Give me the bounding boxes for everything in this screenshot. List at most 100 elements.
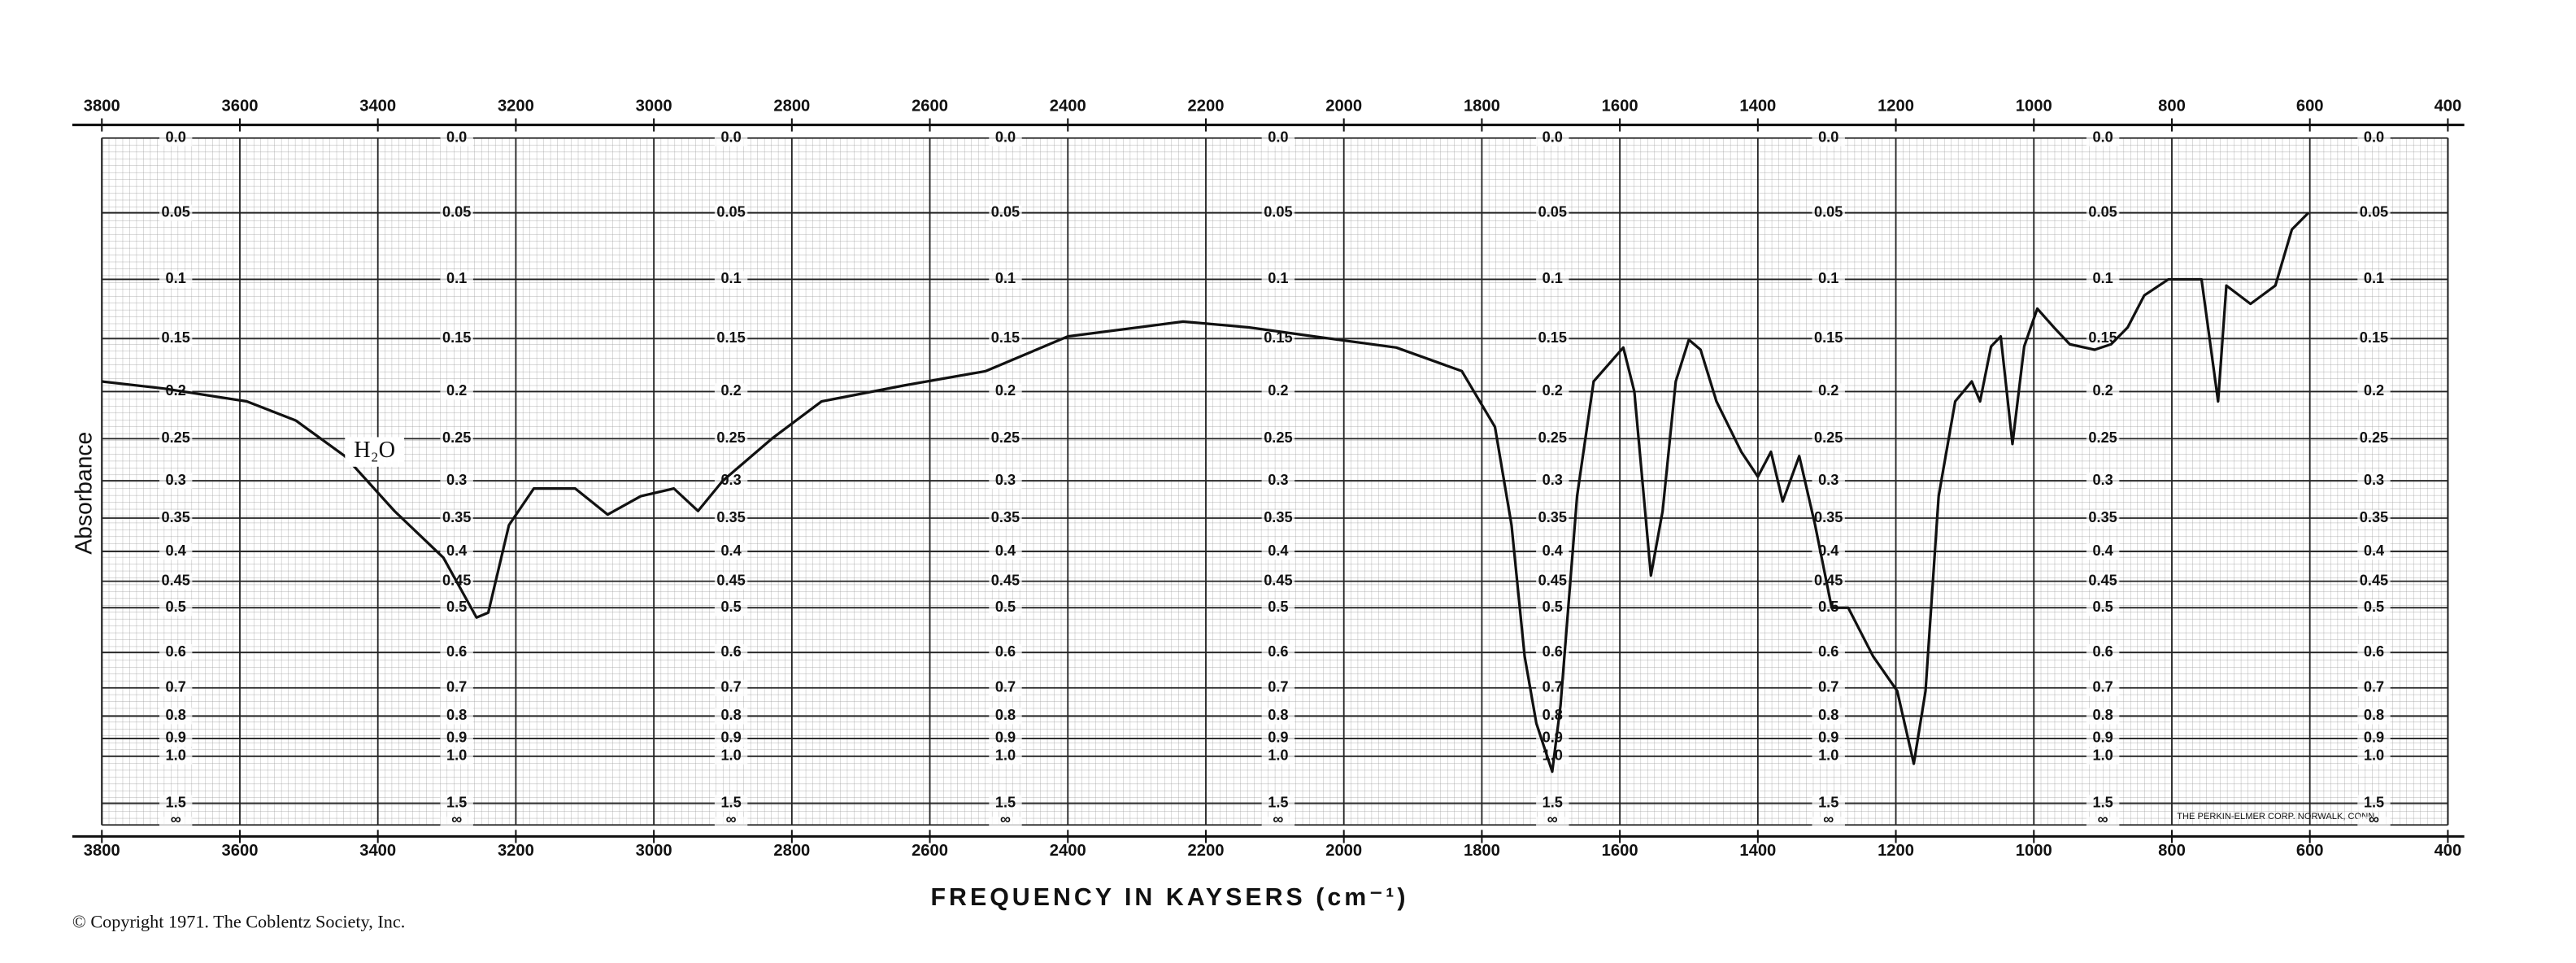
y-tick-label-bg — [159, 599, 193, 617]
y-tick-label: 0.45 — [1264, 572, 1292, 588]
y-tick-label: 0.35 — [1814, 509, 1843, 525]
y-tick-label-bg — [1812, 747, 1845, 765]
y-tick-label-bg — [440, 204, 473, 221]
y-tick-label-bg — [159, 644, 193, 661]
y-tick-label: 0.45 — [716, 572, 745, 588]
y-tick-label: 0.35 — [2088, 509, 2117, 525]
x-tick-label: 3400 — [359, 842, 396, 860]
y-tick-label-bg — [2357, 573, 2391, 590]
y-tick-label: 0.8 — [1818, 707, 1838, 723]
y-tick-label-bg — [1261, 747, 1295, 765]
footer: © Copyright 1971. The Coblentz Society, … — [72, 912, 405, 932]
y-tick-label-bg — [440, 679, 473, 696]
x-tick-label: 600 — [2296, 842, 2324, 860]
y-tick-label: 0.1 — [166, 270, 186, 286]
y-tick-label: 0.7 — [995, 679, 1016, 695]
y-tick-label: 0.0 — [1818, 129, 1838, 146]
y-tick-label: 0.5 — [166, 599, 186, 615]
y-tick-label: 0.4 — [995, 543, 1016, 559]
y-tick-label: 0.35 — [442, 509, 471, 525]
x-tick-label: 3800 — [84, 842, 120, 860]
y-tick-label: 0.5 — [720, 599, 741, 615]
y-tick-label-bg — [1812, 795, 1845, 812]
y-tick-label: 0.5 — [2364, 599, 2384, 615]
y-tick-label: 0.35 — [1538, 509, 1567, 525]
y-tick-label-bg — [1261, 599, 1295, 617]
y-tick-label: 0.1 — [1268, 270, 1288, 286]
y-tick-label-bg — [1261, 271, 1295, 288]
y-tick-label: 0.6 — [1543, 643, 1563, 660]
y-tick-label-bg — [1261, 430, 1295, 447]
y-tick-label-bg — [1536, 330, 1569, 347]
y-tick-label: 0.9 — [166, 730, 186, 746]
y-tick-label-bg — [1536, 430, 1569, 447]
y-tick-label: 0.05 — [1538, 203, 1567, 220]
y-tick-label: 0.25 — [716, 429, 745, 446]
y-tick-label: 0.2 — [720, 382, 741, 399]
y-tick-label-bg — [1812, 817, 1845, 834]
y-tick-label: 0.9 — [720, 730, 741, 746]
y-tick-label-bg — [989, 679, 1022, 696]
y-tick-label: 0.8 — [1268, 707, 1288, 723]
y-tick-label-bg — [440, 472, 473, 490]
y-tick-label: 0.6 — [1268, 643, 1288, 660]
y-tick-label-bg — [2357, 543, 2391, 560]
y-tick-label-bg — [1536, 383, 1569, 400]
y-tick-label: 1.0 — [1268, 747, 1288, 764]
y-tick-label: 0.6 — [995, 643, 1016, 660]
y-tick-label-bg — [989, 330, 1022, 347]
y-tick-label-bg — [2357, 644, 2391, 661]
x-tick-label: 2400 — [1050, 842, 1086, 860]
y-tick-label: 0.7 — [446, 679, 467, 695]
y-tick-label-bg — [2086, 509, 2120, 527]
y-tick-label: 0.8 — [2092, 707, 2113, 723]
y-tick-label: 1.5 — [2364, 794, 2384, 810]
y-tick-label-bg — [159, 271, 193, 288]
y-tick-label: 0.7 — [1268, 679, 1288, 695]
y-tick-label: 1.0 — [720, 747, 741, 764]
y-tick-label-bg — [2086, 708, 2120, 725]
x-tick-label: 2600 — [912, 98, 948, 115]
y-tick-label: 0.8 — [2364, 707, 2384, 723]
y-tick-label-bg — [440, 430, 473, 447]
y-tick-label-bg — [2086, 599, 2120, 617]
y-tick-label: 0.5 — [446, 599, 467, 615]
y-tick-label: 0.3 — [995, 472, 1016, 488]
y-tick-label: 0.7 — [1543, 679, 1563, 695]
y-tick-label-bg — [2357, 599, 2391, 617]
y-tick-label-bg — [714, 795, 748, 812]
y-tick-label: 0.1 — [2364, 270, 2384, 286]
y-tick-label: 0.35 — [991, 509, 1020, 525]
y-tick-label: 1.5 — [446, 794, 467, 810]
y-tick-label: 0.4 — [1268, 543, 1289, 559]
y-tick-label-bg — [440, 730, 473, 747]
y-tick-label-bg — [989, 543, 1022, 560]
y-tick-label: 0.9 — [1818, 730, 1838, 746]
y-tick-label-bg — [1261, 730, 1295, 747]
y-tick-label: 0.45 — [2360, 572, 2388, 588]
y-tick-label-bg — [714, 679, 748, 696]
y-tick-label: 0.45 — [161, 572, 189, 588]
y-tick-label: ∞ — [1000, 811, 1011, 827]
y-tick-label-bg — [1536, 795, 1569, 812]
y-tick-label-bg — [989, 271, 1022, 288]
y-tick-label: 0.25 — [1814, 429, 1843, 446]
y-tick-label-bg — [1812, 644, 1845, 661]
y-tick-label-bg — [1812, 430, 1845, 447]
y-tick-label-bg — [1812, 599, 1845, 617]
y-tick-label-bg — [1536, 509, 1569, 527]
y-tick-label: 0.4 — [720, 543, 742, 559]
y-tick-label-bg — [1261, 708, 1295, 725]
x-tick-label: 400 — [2435, 98, 2462, 115]
y-tick-label-bg — [159, 679, 193, 696]
y-tick-label: 1.5 — [1543, 794, 1563, 810]
y-tick-label-bg — [714, 730, 748, 747]
y-tick-label-bg — [714, 330, 748, 347]
y-tick-label: 0.7 — [166, 679, 186, 695]
y-tick-label-bg — [2086, 644, 2120, 661]
y-tick-label: 1.0 — [446, 747, 467, 764]
x-tick-label: 3200 — [498, 842, 534, 860]
y-tick-label: 0.05 — [2360, 203, 2388, 220]
y-tick-label-bg — [159, 795, 193, 812]
y-tick-label-bg — [714, 599, 748, 617]
